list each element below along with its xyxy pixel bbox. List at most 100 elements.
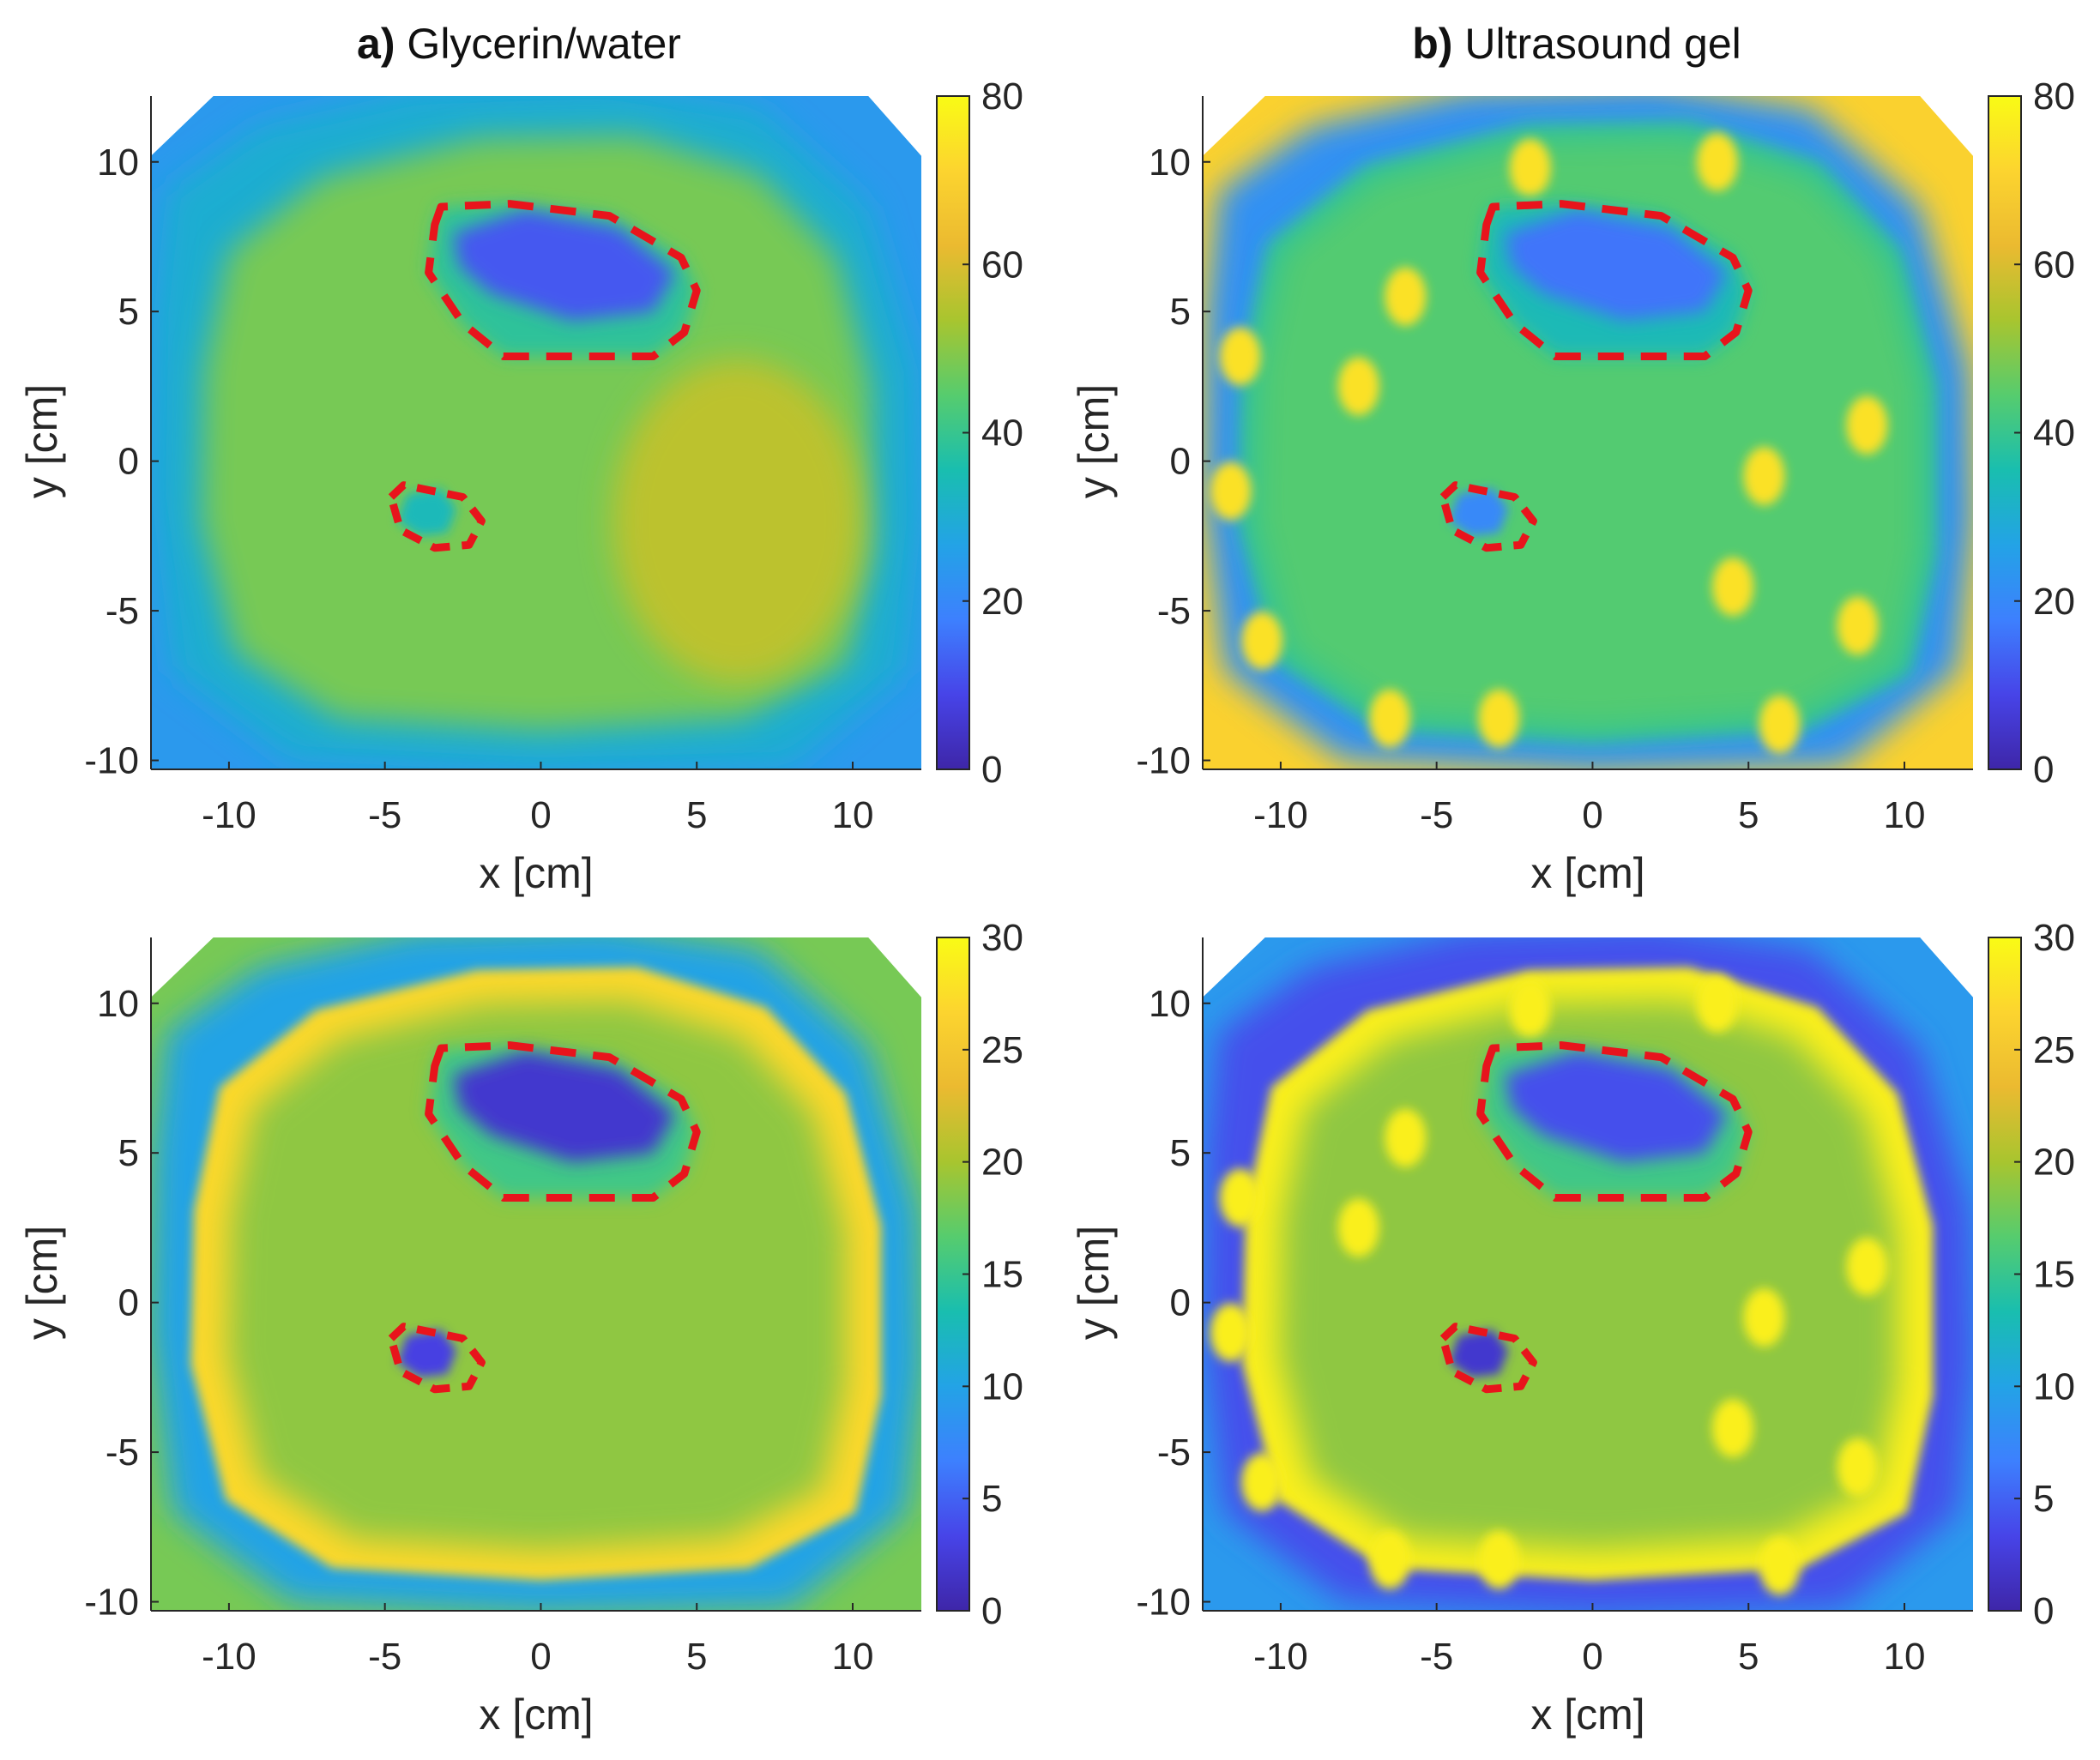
- hot-spot: [1337, 1198, 1379, 1257]
- y-tick-label: 5: [1170, 1132, 1191, 1174]
- colorbar-tick-label: 0: [2033, 749, 2054, 791]
- y-tick-label: 0: [1170, 441, 1191, 483]
- hot-spot: [1219, 1168, 1261, 1227]
- hot-spot: [1369, 689, 1411, 748]
- colorbar-tick-label: 5: [981, 1478, 1002, 1520]
- heatmap-field: [1203, 96, 1973, 769]
- hot-spot: [1241, 1452, 1283, 1511]
- hot-spot: [1219, 327, 1261, 386]
- y-tick-label: -10: [84, 1582, 139, 1624]
- y-tick-label: 0: [118, 1282, 139, 1324]
- colorbar-tick-label: 10: [981, 1365, 1023, 1407]
- hot-spot: [1846, 395, 1888, 455]
- colorbar-tick-label: 0: [981, 1590, 1002, 1632]
- hot-spot: [1210, 1303, 1252, 1362]
- y-tick-label: -5: [106, 590, 139, 632]
- colorbar-tick-label: 20: [2033, 1142, 2075, 1184]
- colorbar-tick-label: 15: [981, 1254, 1023, 1296]
- x-tick-label: 5: [1738, 1636, 1759, 1678]
- x-tick-label: -10: [202, 794, 256, 836]
- y-tick-label: 0: [118, 441, 139, 483]
- colorbar-tick-label: 5: [2033, 1478, 2054, 1520]
- hot-spot: [1846, 1237, 1888, 1296]
- x-tick-label: -5: [1420, 794, 1453, 836]
- colorbar-tick-label: 20: [2033, 581, 2075, 623]
- colorbar-tick-label: 10: [2033, 1365, 2075, 1407]
- x-tick-label: 10: [1884, 794, 1926, 836]
- heatmap-panel-b-top: -10 -5 0 5 10 -10 -5 0 5 10 x [cm] y [cm] 0 20 40 60 80: [1070, 75, 2075, 897]
- hot-spot: [1509, 979, 1551, 1039]
- heatmap-field: [1203, 937, 1973, 1611]
- colorbar-tick-label: 0: [981, 749, 1002, 791]
- cavity-region: [453, 1051, 675, 1162]
- y-axis-label: y [cm]: [1070, 1226, 1118, 1340]
- y-tick-label: -10: [1136, 1582, 1191, 1624]
- hot-spot: [1696, 973, 1738, 1033]
- cavity-dashed-outline: [425, 200, 701, 360]
- cavity-dashed-outline: [1476, 1041, 1753, 1202]
- colorbar-tick-label: 40: [981, 413, 1023, 455]
- x-tick-label: -10: [202, 1636, 256, 1678]
- x-tick-label: -5: [1420, 1636, 1453, 1678]
- small-target-region: [397, 1329, 457, 1377]
- cavity-region: [453, 209, 675, 321]
- colorbar-tick-label: 60: [2033, 244, 2075, 286]
- column-title-a: a) Glycerin/water: [357, 20, 681, 68]
- y-tick-label: 5: [1170, 291, 1191, 333]
- y-tick-label: -10: [1136, 740, 1191, 782]
- y-tick-label: 10: [97, 142, 139, 184]
- y-axis-label: y [cm]: [1070, 384, 1118, 498]
- y-tick-label: -5: [1157, 1432, 1191, 1474]
- heatmap-panel-a-top: -10 -5 0 5 10 -10 -5 0 5 10 x [cm] y [cm] 0 20 40 60 80: [18, 75, 1023, 897]
- y-tick-label: -5: [106, 1432, 139, 1474]
- colorbar-tick-label: 20: [981, 581, 1023, 623]
- hot-spot: [1837, 1438, 1879, 1497]
- small-target-dashed-outline: [387, 1323, 486, 1394]
- heatmap-panel-a-bottom: -10 -5 0 5 10 -10 -5 0 5 10 x [cm] y [cm] 0 5 10 15 20 25…: [18, 917, 1023, 1739]
- colorbar-tick-label: 30: [2033, 917, 2075, 959]
- colorbar-tick-label: 60: [981, 244, 1023, 286]
- x-axis-label: x [cm]: [479, 1691, 593, 1739]
- small-target-region: [1449, 488, 1509, 536]
- hot-spot: [1712, 558, 1754, 617]
- x-tick-label: -10: [1253, 794, 1308, 836]
- x-tick-label: 0: [1582, 794, 1602, 836]
- hot-spot: [1385, 1108, 1427, 1167]
- colorbar-tick-label: 80: [981, 75, 1023, 118]
- colorbar-tick-label: 15: [2033, 1254, 2075, 1296]
- hot-spot: [1759, 695, 1801, 754]
- hot-spot: [1696, 132, 1738, 191]
- x-axis-label: x [cm]: [1530, 1691, 1644, 1739]
- hot-spot: [1241, 611, 1283, 670]
- small-target-region: [397, 488, 457, 536]
- x-tick-label: 10: [832, 794, 874, 836]
- colorbar-tick-label: 40: [2033, 413, 2075, 455]
- hot-spot: [1210, 461, 1252, 521]
- y-tick-label: -10: [84, 740, 139, 782]
- y-axis-label: y [cm]: [18, 384, 66, 498]
- y-tick-label: 5: [118, 1132, 139, 1174]
- small-target-dashed-outline: [1439, 1323, 1537, 1394]
- hot-spot: [1743, 1288, 1785, 1347]
- colorbar-tick-label: 0: [2033, 1590, 2054, 1632]
- heatmap-field: [151, 96, 921, 769]
- y-tick-label: 10: [1149, 142, 1191, 184]
- hot-spot: [1509, 138, 1551, 197]
- small-target-dashed-outline: [1439, 481, 1537, 552]
- cavity-region: [1505, 209, 1727, 321]
- x-tick-label: 10: [1884, 1636, 1926, 1678]
- x-tick-label: 5: [1738, 794, 1759, 836]
- colorbar-tick-label: 25: [2033, 1029, 2075, 1071]
- x-tick-label: -5: [368, 1636, 401, 1678]
- x-tick-label: 0: [530, 1636, 551, 1678]
- x-axis-label: x [cm]: [1530, 849, 1644, 897]
- heatmap-field: [151, 937, 921, 1611]
- hot-spot: [1478, 1530, 1520, 1589]
- x-tick-label: 0: [1582, 1636, 1602, 1678]
- hot-spot: [1337, 357, 1379, 416]
- small-target-region: [1449, 1329, 1509, 1377]
- hot-spot: [1712, 1399, 1754, 1458]
- hot-spot: [1837, 596, 1879, 655]
- hot-spot: [1385, 267, 1427, 326]
